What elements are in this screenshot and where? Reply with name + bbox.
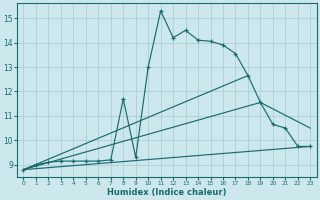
- X-axis label: Humidex (Indice chaleur): Humidex (Indice chaleur): [107, 188, 227, 197]
